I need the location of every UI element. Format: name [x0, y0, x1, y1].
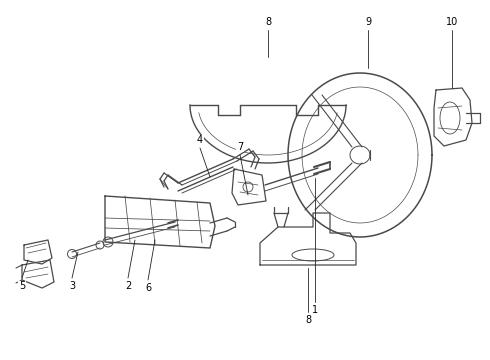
- Text: 10: 10: [446, 17, 458, 27]
- Text: 3: 3: [69, 281, 75, 291]
- Text: 7: 7: [237, 142, 243, 152]
- Text: 9: 9: [365, 17, 371, 27]
- Text: 4: 4: [197, 135, 203, 145]
- Text: 8: 8: [265, 17, 271, 27]
- Text: 5: 5: [19, 281, 25, 291]
- Text: 1: 1: [312, 305, 318, 315]
- Text: 8: 8: [305, 315, 311, 325]
- Text: 2: 2: [125, 281, 131, 291]
- Text: 6: 6: [145, 283, 151, 293]
